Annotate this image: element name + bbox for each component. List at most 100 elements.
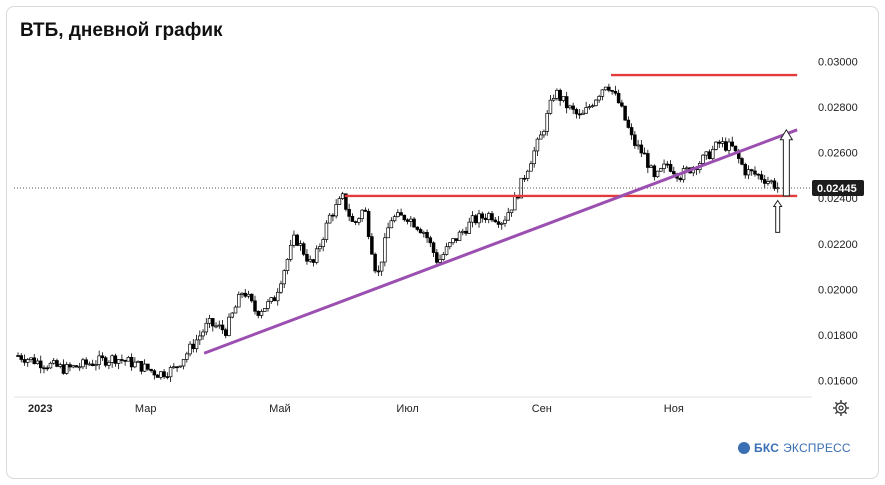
candle-body	[396, 212, 400, 218]
x-tick-label: Мар	[135, 403, 157, 415]
candle-body	[259, 311, 264, 316]
candle-body	[727, 141, 731, 151]
candle-body	[503, 219, 507, 224]
y-tick-label: 0.01600	[818, 376, 858, 388]
candle-body	[590, 105, 595, 108]
overlays-layer	[203, 73, 798, 355]
candle-body	[733, 145, 738, 152]
candle-body	[84, 359, 88, 365]
candle-body	[90, 363, 95, 366]
candle-body	[610, 89, 614, 92]
candle-body	[461, 230, 465, 233]
candle-body	[266, 301, 270, 309]
candle-body	[529, 163, 533, 172]
candle-body	[487, 213, 491, 220]
y-tick-label: 0.02800	[818, 102, 858, 114]
candle-body	[743, 163, 747, 176]
candle-body	[162, 371, 166, 377]
candle-body	[272, 297, 277, 302]
candle-body	[107, 362, 111, 366]
candle-body	[584, 107, 588, 114]
y-tick-label: 0.02400	[818, 193, 858, 205]
candle-body	[685, 167, 689, 170]
last-price-badge: 0.02445	[812, 179, 864, 196]
candle-body	[607, 86, 611, 91]
candle-body	[749, 169, 754, 172]
candle-body	[370, 236, 374, 255]
candle-body	[435, 252, 439, 263]
candle-body	[740, 158, 744, 165]
candle-body	[42, 367, 46, 370]
candle-body	[262, 308, 267, 312]
candle-body	[201, 331, 205, 337]
candle-body	[314, 248, 319, 263]
x-tick-label: Ноя	[664, 403, 684, 415]
candle-body	[448, 242, 452, 248]
candle-body	[662, 163, 666, 169]
candle-body	[155, 374, 160, 378]
candle-body	[142, 363, 147, 372]
candle-body	[97, 355, 101, 365]
candle-body	[172, 366, 176, 369]
candle-body	[282, 270, 286, 285]
candle-body	[318, 246, 322, 250]
candle-body	[331, 214, 335, 217]
candle-body	[724, 141, 728, 151]
candle-body	[178, 365, 183, 368]
candle-body	[379, 261, 384, 272]
candle-body	[136, 360, 140, 363]
candle-body	[477, 213, 481, 224]
candle-body	[87, 363, 92, 366]
candle-body	[551, 98, 556, 101]
candle-body	[678, 177, 683, 181]
candle-body	[123, 360, 127, 362]
candle-body	[363, 209, 368, 212]
candle-body	[305, 253, 309, 262]
candle-body	[392, 216, 397, 222]
candle-body	[35, 360, 40, 365]
candle-body	[386, 227, 390, 239]
candle-body	[269, 297, 273, 302]
candle-body	[383, 237, 387, 263]
candle-body	[68, 364, 72, 368]
candle-body	[707, 151, 712, 160]
candle-body	[214, 325, 218, 328]
candle-body	[652, 165, 657, 178]
x-tick-label: Июл	[396, 403, 418, 415]
candle-body	[568, 105, 572, 109]
candle-body	[230, 312, 235, 318]
candle-body	[418, 229, 423, 234]
candles-layer	[16, 83, 780, 383]
candle-body	[48, 362, 53, 369]
candle-body	[665, 163, 670, 166]
candle-body	[571, 105, 575, 110]
candle-body	[253, 300, 257, 312]
candle-body	[766, 181, 770, 184]
x-tick-label: Сен	[532, 403, 552, 415]
trend-line	[203, 128, 798, 355]
candle-body	[16, 355, 20, 357]
candle-body	[152, 370, 157, 376]
candle-body	[646, 153, 650, 168]
candle-body	[32, 357, 36, 365]
candle-body	[620, 102, 624, 107]
x-tick-label: 2023	[28, 403, 52, 415]
candle-body	[181, 359, 186, 367]
brand-logo: БКС ЭКСПРЕСС	[738, 441, 851, 455]
settings-icon[interactable]	[833, 400, 849, 416]
candle-body	[22, 359, 27, 363]
candle-body	[188, 343, 192, 355]
y-tick-label: 0.02000	[818, 284, 858, 296]
candle-body	[561, 96, 566, 101]
candle-body	[227, 316, 231, 336]
candle-body	[25, 359, 30, 363]
candle-body	[474, 215, 478, 224]
candle-body	[454, 238, 459, 241]
candle-body	[525, 170, 530, 179]
y-tick-label: 0.03000	[818, 56, 858, 68]
candle-body	[324, 222, 329, 240]
x-tick-label: Май	[269, 403, 291, 415]
candle-body	[353, 221, 358, 223]
candle-body	[522, 177, 527, 180]
candle-body	[321, 239, 325, 247]
